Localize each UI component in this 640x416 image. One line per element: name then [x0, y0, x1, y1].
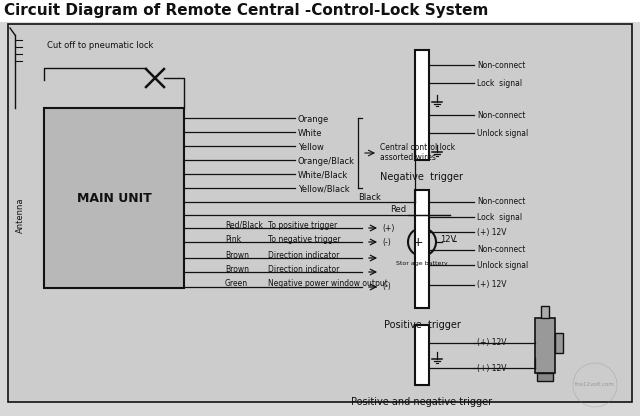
Text: Circuit Diagram of Remote Central -Control-Lock System: Circuit Diagram of Remote Central -Contr… [4, 3, 488, 18]
Text: Positive  trigger: Positive trigger [383, 320, 460, 330]
Circle shape [152, 75, 158, 81]
Text: Lock  signal: Lock signal [477, 213, 522, 221]
Text: Unlock signal: Unlock signal [477, 129, 528, 138]
Text: Negative  trigger: Negative trigger [381, 172, 463, 182]
Text: To positive trigger: To positive trigger [268, 220, 337, 230]
Text: Lock  signal: Lock signal [477, 79, 522, 87]
Text: Non-connect: Non-connect [477, 245, 525, 255]
Text: assorted wires: assorted wires [380, 154, 436, 163]
Text: Positive and negative trigger: Positive and negative trigger [351, 397, 493, 407]
Text: Orange/Black: Orange/Black [298, 156, 355, 166]
Text: Red/Black: Red/Black [225, 220, 263, 230]
Text: Non-connect: Non-connect [477, 198, 525, 206]
Text: White: White [298, 129, 323, 138]
Text: To negative trigger: To negative trigger [268, 235, 340, 243]
Text: White/Black: White/Black [298, 171, 348, 179]
Bar [537, 373, 553, 381]
Bar [535, 318, 555, 373]
Text: Pink: Pink [225, 235, 241, 243]
Text: Green: Green [225, 280, 248, 289]
Text: the12volt.com: the12volt.com [575, 382, 615, 387]
Text: Black: Black [358, 193, 381, 201]
Text: Direction indicator: Direction indicator [268, 250, 339, 260]
Text: Negative power window output: Negative power window output [268, 280, 388, 289]
Text: (+) 12V: (+) 12V [477, 339, 506, 347]
Text: Antenna: Antenna [15, 197, 24, 233]
Text: 12V: 12V [440, 235, 456, 245]
Text: Brown: Brown [225, 250, 249, 260]
Text: Red: Red [390, 206, 406, 215]
Bar [44, 108, 184, 288]
Text: +: + [413, 235, 423, 248]
Text: Brown: Brown [225, 265, 249, 273]
Bar [541, 306, 549, 318]
Bar [415, 325, 429, 385]
Text: (+): (+) [382, 223, 394, 233]
Text: (+) 12V: (+) 12V [477, 364, 506, 372]
Text: (-): (-) [382, 238, 391, 247]
Text: (+) 12V: (+) 12V [477, 280, 506, 290]
Text: -: - [452, 235, 456, 248]
Text: Non-connect: Non-connect [477, 60, 525, 69]
Text: (+) 12V: (+) 12V [477, 228, 506, 237]
Text: Unlock signal: Unlock signal [477, 260, 528, 270]
Text: Cut off to pneumatic lock: Cut off to pneumatic lock [47, 40, 153, 50]
Bar [0, 0, 640, 22]
Text: Stor age battery: Stor age battery [396, 261, 448, 266]
Bar [415, 50, 429, 160]
Text: Yellow: Yellow [298, 143, 324, 151]
Text: Non-connect: Non-connect [477, 111, 525, 119]
Text: (-): (-) [382, 282, 391, 292]
Text: Direction indicator: Direction indicator [268, 265, 339, 273]
Text: Central control lock: Central control lock [380, 144, 455, 153]
Text: Orange: Orange [298, 114, 329, 124]
Bar [555, 333, 563, 353]
Bar [415, 190, 429, 308]
Text: MAIN UNIT: MAIN UNIT [77, 191, 152, 205]
Text: Yellow/Black: Yellow/Black [298, 185, 349, 193]
